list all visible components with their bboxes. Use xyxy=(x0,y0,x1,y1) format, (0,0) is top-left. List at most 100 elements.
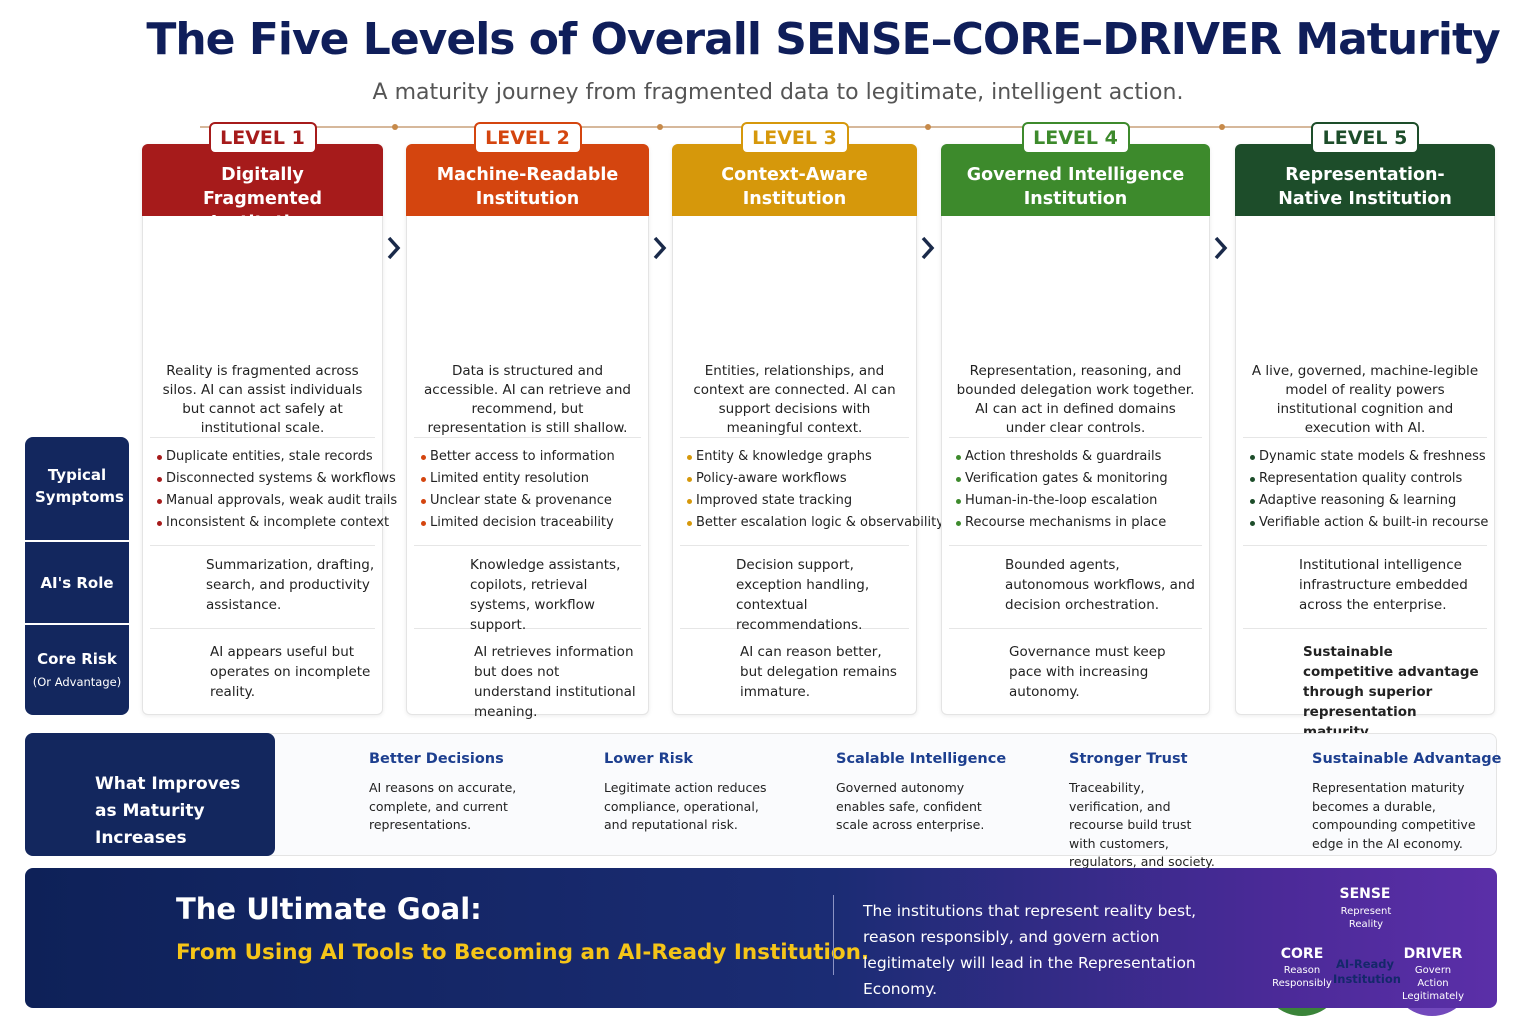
level-description: Data is structured and accessible. AI ca… xyxy=(424,363,631,436)
bullet xyxy=(157,455,162,460)
risk-sublabel: (Or Advantage) xyxy=(32,675,122,689)
row-labels-box xyxy=(25,437,129,715)
improves-item-text: Traceability, verification, and recourse… xyxy=(1069,780,1215,869)
goal-subtitle: From Using AI Tools to Becoming an AI-Re… xyxy=(176,940,870,965)
level-name: Governed Intelligence Institution xyxy=(966,165,1185,209)
bullet xyxy=(956,521,961,526)
symptom: Limited entity resolution xyxy=(430,471,590,486)
venn-text: Govern Action Legitimately xyxy=(1401,965,1464,1002)
bullet xyxy=(1250,455,1255,460)
goal-statement: The institutions that represent reality … xyxy=(863,902,1197,998)
card-divider xyxy=(1243,628,1487,629)
ai-role: Summarization, drafting, search, and pro… xyxy=(206,557,375,613)
venn-title: DRIVER xyxy=(1403,946,1463,962)
chevron xyxy=(387,236,401,260)
level-card xyxy=(1235,144,1495,715)
timeline-dot xyxy=(1219,124,1225,130)
symptom: Better escalation logic & observability xyxy=(696,515,944,530)
card-divider xyxy=(680,545,909,546)
bullet xyxy=(1250,477,1255,482)
bullet xyxy=(421,455,426,460)
bullet xyxy=(687,455,692,460)
bullet xyxy=(421,521,426,526)
timeline-dot xyxy=(392,124,398,130)
level-description: Entities, relationships, and context are… xyxy=(693,363,896,436)
goal-band xyxy=(25,868,1497,1008)
row-divider xyxy=(25,623,129,625)
symptom: Better access to information xyxy=(430,449,615,464)
subtitle: A maturity journey from fragmented data … xyxy=(372,80,1184,105)
core-risk: Sustainable competitive advantage throug… xyxy=(1303,644,1479,740)
improves-item-title: Stronger Trust xyxy=(1069,751,1188,767)
title: The Five Levels of Overall SENSE–CORE–DR… xyxy=(146,14,1500,65)
symptom: Duplicate entities, stale records xyxy=(166,449,373,464)
improves-item-text: Governed autonomy enables safe, confiden… xyxy=(836,780,985,832)
bullet xyxy=(687,477,692,482)
level-header xyxy=(672,144,917,216)
level-badge: LEVEL 1 xyxy=(208,122,317,154)
improves-item-title: Scalable Intelligence xyxy=(836,751,1007,767)
card-divider xyxy=(150,628,375,629)
row-divider xyxy=(25,540,129,542)
level-badge: LEVEL 2 xyxy=(473,122,582,154)
level-description: A live, governed, machine-legible model … xyxy=(1251,363,1479,436)
venn-center-text: AI-Ready Institution xyxy=(1333,957,1401,986)
card-divider xyxy=(949,628,1202,629)
card-divider xyxy=(1243,437,1487,438)
card-divider xyxy=(949,437,1202,438)
venn-title: CORE xyxy=(1280,946,1324,962)
venn-title: SENSE xyxy=(1339,886,1391,902)
level-header xyxy=(406,144,649,216)
symptom: Dynamic state models & freshness xyxy=(1259,449,1486,464)
level-card xyxy=(142,144,383,715)
bullet xyxy=(157,477,162,482)
level-header xyxy=(1235,144,1495,216)
symptom: Representation quality controls xyxy=(1259,471,1463,486)
improves-item-text: Legitimate action reduces compliance, op… xyxy=(604,780,767,832)
core-risk: Governance must keep pace with increasin… xyxy=(1009,644,1166,700)
level-name: Machine-Readable Institution xyxy=(436,165,619,209)
card-divider xyxy=(1243,545,1487,546)
symptom: Verification gates & monitoring xyxy=(965,471,1168,486)
improves-item-text: Representation maturity becomes a durabl… xyxy=(1312,780,1476,851)
bullet xyxy=(956,499,961,504)
bullet xyxy=(687,521,692,526)
bullet xyxy=(956,455,961,460)
card-divider xyxy=(414,545,641,546)
venn-text: Represent Reality xyxy=(1340,906,1392,930)
symptom: Policy-aware workflows xyxy=(696,471,847,486)
ai-role: Knowledge assistants, copilots, retrieva… xyxy=(470,557,621,633)
risk-label: Core Risk xyxy=(37,650,117,668)
bullet xyxy=(421,499,426,504)
goal-title: The Ultimate Goal: xyxy=(176,892,482,926)
bullet xyxy=(687,499,692,504)
bullet xyxy=(157,499,162,504)
symptom: Inconsistent & incomplete context xyxy=(166,515,390,530)
symptom: Verifiable action & built-in recourse xyxy=(1259,515,1489,530)
bullet xyxy=(157,521,162,526)
timeline-dot xyxy=(925,124,931,130)
ai-role: Institutional intelligence infrastructur… xyxy=(1299,557,1468,613)
symptom: Manual approvals, weak audit trails xyxy=(166,493,398,508)
venn-text: Reason Responsibly xyxy=(1272,965,1332,989)
goal-divider xyxy=(833,895,834,975)
bullet xyxy=(1250,499,1255,504)
symptoms-label: Typical Symptoms xyxy=(35,466,124,506)
core-risk: AI retrieves information but does not un… xyxy=(474,644,636,720)
level-card xyxy=(941,144,1210,715)
symptom: Disconnected systems & workflows xyxy=(166,471,396,486)
card-divider xyxy=(414,628,641,629)
symptom: Adaptive reasoning & learning xyxy=(1259,493,1457,508)
improves-item-title: Better Decisions xyxy=(369,751,504,767)
bullet xyxy=(1250,521,1255,526)
improves-item-text: AI reasons on accurate, complete, and cu… xyxy=(369,780,517,832)
improves-title-box xyxy=(25,733,275,856)
level-description: Reality is fragmented across silos. AI c… xyxy=(162,363,363,436)
core-risk: AI can reason better, but delegation rem… xyxy=(740,644,897,700)
level-badge: LEVEL 5 xyxy=(1311,122,1419,154)
ai-role: Decision support, exception handling, co… xyxy=(736,557,870,633)
symptom: Limited decision traceability xyxy=(430,515,614,530)
chevron xyxy=(921,236,935,260)
card-divider xyxy=(150,545,375,546)
